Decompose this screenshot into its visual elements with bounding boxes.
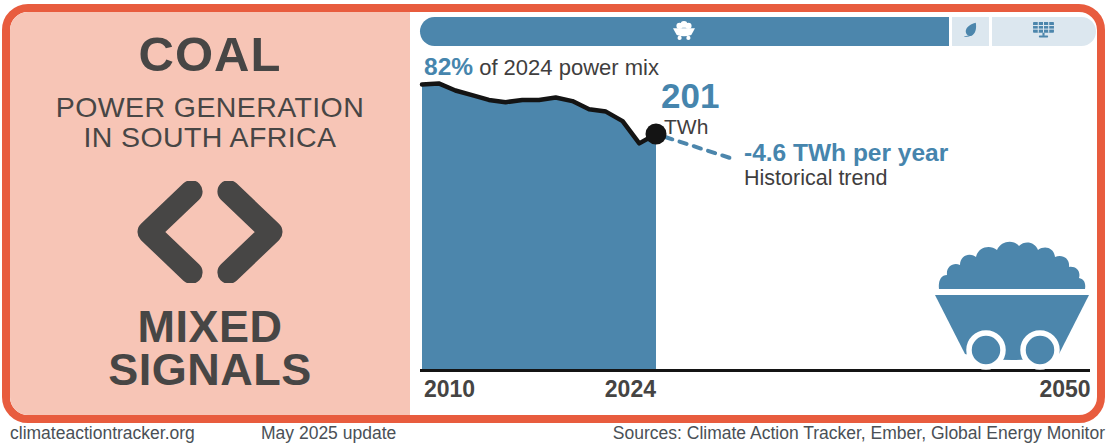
x-tick-2010: 2010 <box>424 376 475 403</box>
x-tick-2024: 2024 <box>605 376 656 403</box>
power-mix-bar <box>420 17 1096 46</box>
mix-share-text: of 2024 power mix <box>473 55 659 80</box>
mix-segment-coal <box>420 17 949 46</box>
trend-dashed-line <box>665 137 736 160</box>
mix-segment-renewables <box>952 17 989 46</box>
trend-annotation: -4.6 TWh per year Historical trend <box>744 140 948 190</box>
mix-share-percent: 82% <box>424 53 473 80</box>
latest-value-unit: TWh <box>664 115 719 139</box>
area-series-coal <box>422 83 656 370</box>
latest-value-number: 201 <box>661 79 719 112</box>
mix-share-label: 82% of 2024 power mix <box>424 53 659 81</box>
mix-segment-solar <box>992 17 1096 46</box>
latest-value-label: 201 TWh <box>661 79 719 139</box>
solar-panel-icon <box>1030 20 1057 43</box>
coal-cart-illustration <box>935 242 1089 367</box>
trend-sublabel: Historical trend <box>744 167 948 191</box>
x-tick-2050: 2050 <box>1039 376 1090 403</box>
trend-rate-label: -4.6 TWh per year <box>744 140 948 166</box>
leaf-icon <box>962 20 979 43</box>
coal-cart-icon <box>669 19 699 45</box>
